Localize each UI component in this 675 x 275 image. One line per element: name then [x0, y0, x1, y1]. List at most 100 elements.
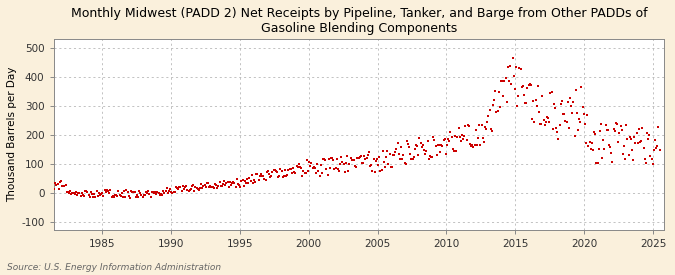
Point	[616, 127, 627, 132]
Point	[119, 189, 130, 194]
Point	[271, 169, 281, 173]
Point	[545, 91, 556, 95]
Point	[204, 185, 215, 189]
Point	[572, 111, 583, 116]
Point	[451, 149, 462, 153]
Point	[467, 143, 478, 147]
Point	[84, 195, 95, 199]
Point	[468, 145, 479, 149]
Point	[412, 144, 423, 148]
Point	[188, 183, 198, 188]
Point	[537, 94, 548, 98]
Point	[414, 136, 425, 140]
Point	[256, 172, 267, 176]
Point	[435, 150, 446, 154]
Point	[82, 189, 92, 194]
Point	[582, 113, 593, 117]
Point	[122, 189, 133, 194]
Point	[243, 181, 254, 186]
Point	[207, 185, 218, 189]
Point	[263, 172, 274, 176]
Point	[53, 187, 64, 191]
Point	[654, 148, 665, 152]
Point	[485, 127, 496, 131]
Point	[202, 181, 213, 185]
Point	[559, 111, 570, 116]
Point	[340, 170, 350, 174]
Point	[165, 187, 176, 191]
Point	[286, 166, 296, 171]
Point	[155, 192, 166, 197]
Point	[60, 183, 71, 188]
Point	[371, 159, 381, 163]
Point	[381, 155, 392, 159]
Point	[310, 171, 321, 175]
Point	[646, 156, 657, 161]
Point	[42, 184, 53, 188]
Point	[92, 194, 103, 198]
Point	[523, 83, 534, 87]
Point	[624, 134, 635, 139]
Point	[113, 189, 124, 193]
Point	[121, 188, 132, 192]
Point	[217, 182, 228, 186]
Point	[490, 88, 501, 93]
Point	[580, 122, 591, 126]
Point	[574, 117, 585, 122]
Point	[227, 180, 238, 185]
Point	[88, 194, 99, 199]
Point	[536, 122, 547, 126]
Point	[282, 172, 293, 177]
Point	[578, 112, 589, 116]
Point	[181, 184, 192, 188]
Point	[406, 157, 417, 161]
Point	[374, 155, 385, 160]
Point	[387, 153, 398, 157]
Point	[460, 124, 471, 128]
Point	[43, 180, 54, 184]
Point	[340, 160, 351, 165]
Point	[80, 189, 90, 193]
Point	[379, 165, 390, 169]
Point	[595, 122, 606, 126]
Point	[458, 137, 468, 141]
Point	[410, 142, 421, 147]
Point	[454, 135, 465, 139]
Point	[584, 140, 595, 145]
Point	[183, 189, 194, 193]
Point	[186, 183, 197, 188]
Point	[652, 144, 663, 148]
Point	[209, 182, 220, 186]
Point	[453, 126, 464, 130]
Point	[145, 195, 156, 199]
Point	[178, 184, 188, 189]
Point	[281, 174, 292, 178]
Point	[569, 133, 580, 138]
Point	[433, 142, 444, 147]
Point	[252, 172, 263, 176]
Point	[63, 191, 74, 195]
Point	[302, 158, 313, 163]
Point	[469, 143, 480, 147]
Point	[320, 157, 331, 162]
Point	[644, 133, 655, 138]
Point	[407, 157, 418, 162]
Point	[462, 123, 473, 127]
Point	[217, 184, 227, 189]
Point	[335, 162, 346, 166]
Point	[175, 185, 186, 189]
Point	[551, 126, 562, 131]
Point	[356, 161, 367, 165]
Point	[438, 138, 449, 142]
Point	[499, 79, 510, 83]
Point	[76, 191, 87, 195]
Point	[184, 188, 195, 192]
Point	[570, 88, 581, 92]
Point	[300, 171, 311, 175]
Point	[575, 119, 586, 124]
Point	[219, 178, 230, 183]
Point	[70, 191, 80, 196]
Point	[138, 193, 149, 197]
Point	[72, 193, 82, 197]
Point	[242, 177, 252, 181]
